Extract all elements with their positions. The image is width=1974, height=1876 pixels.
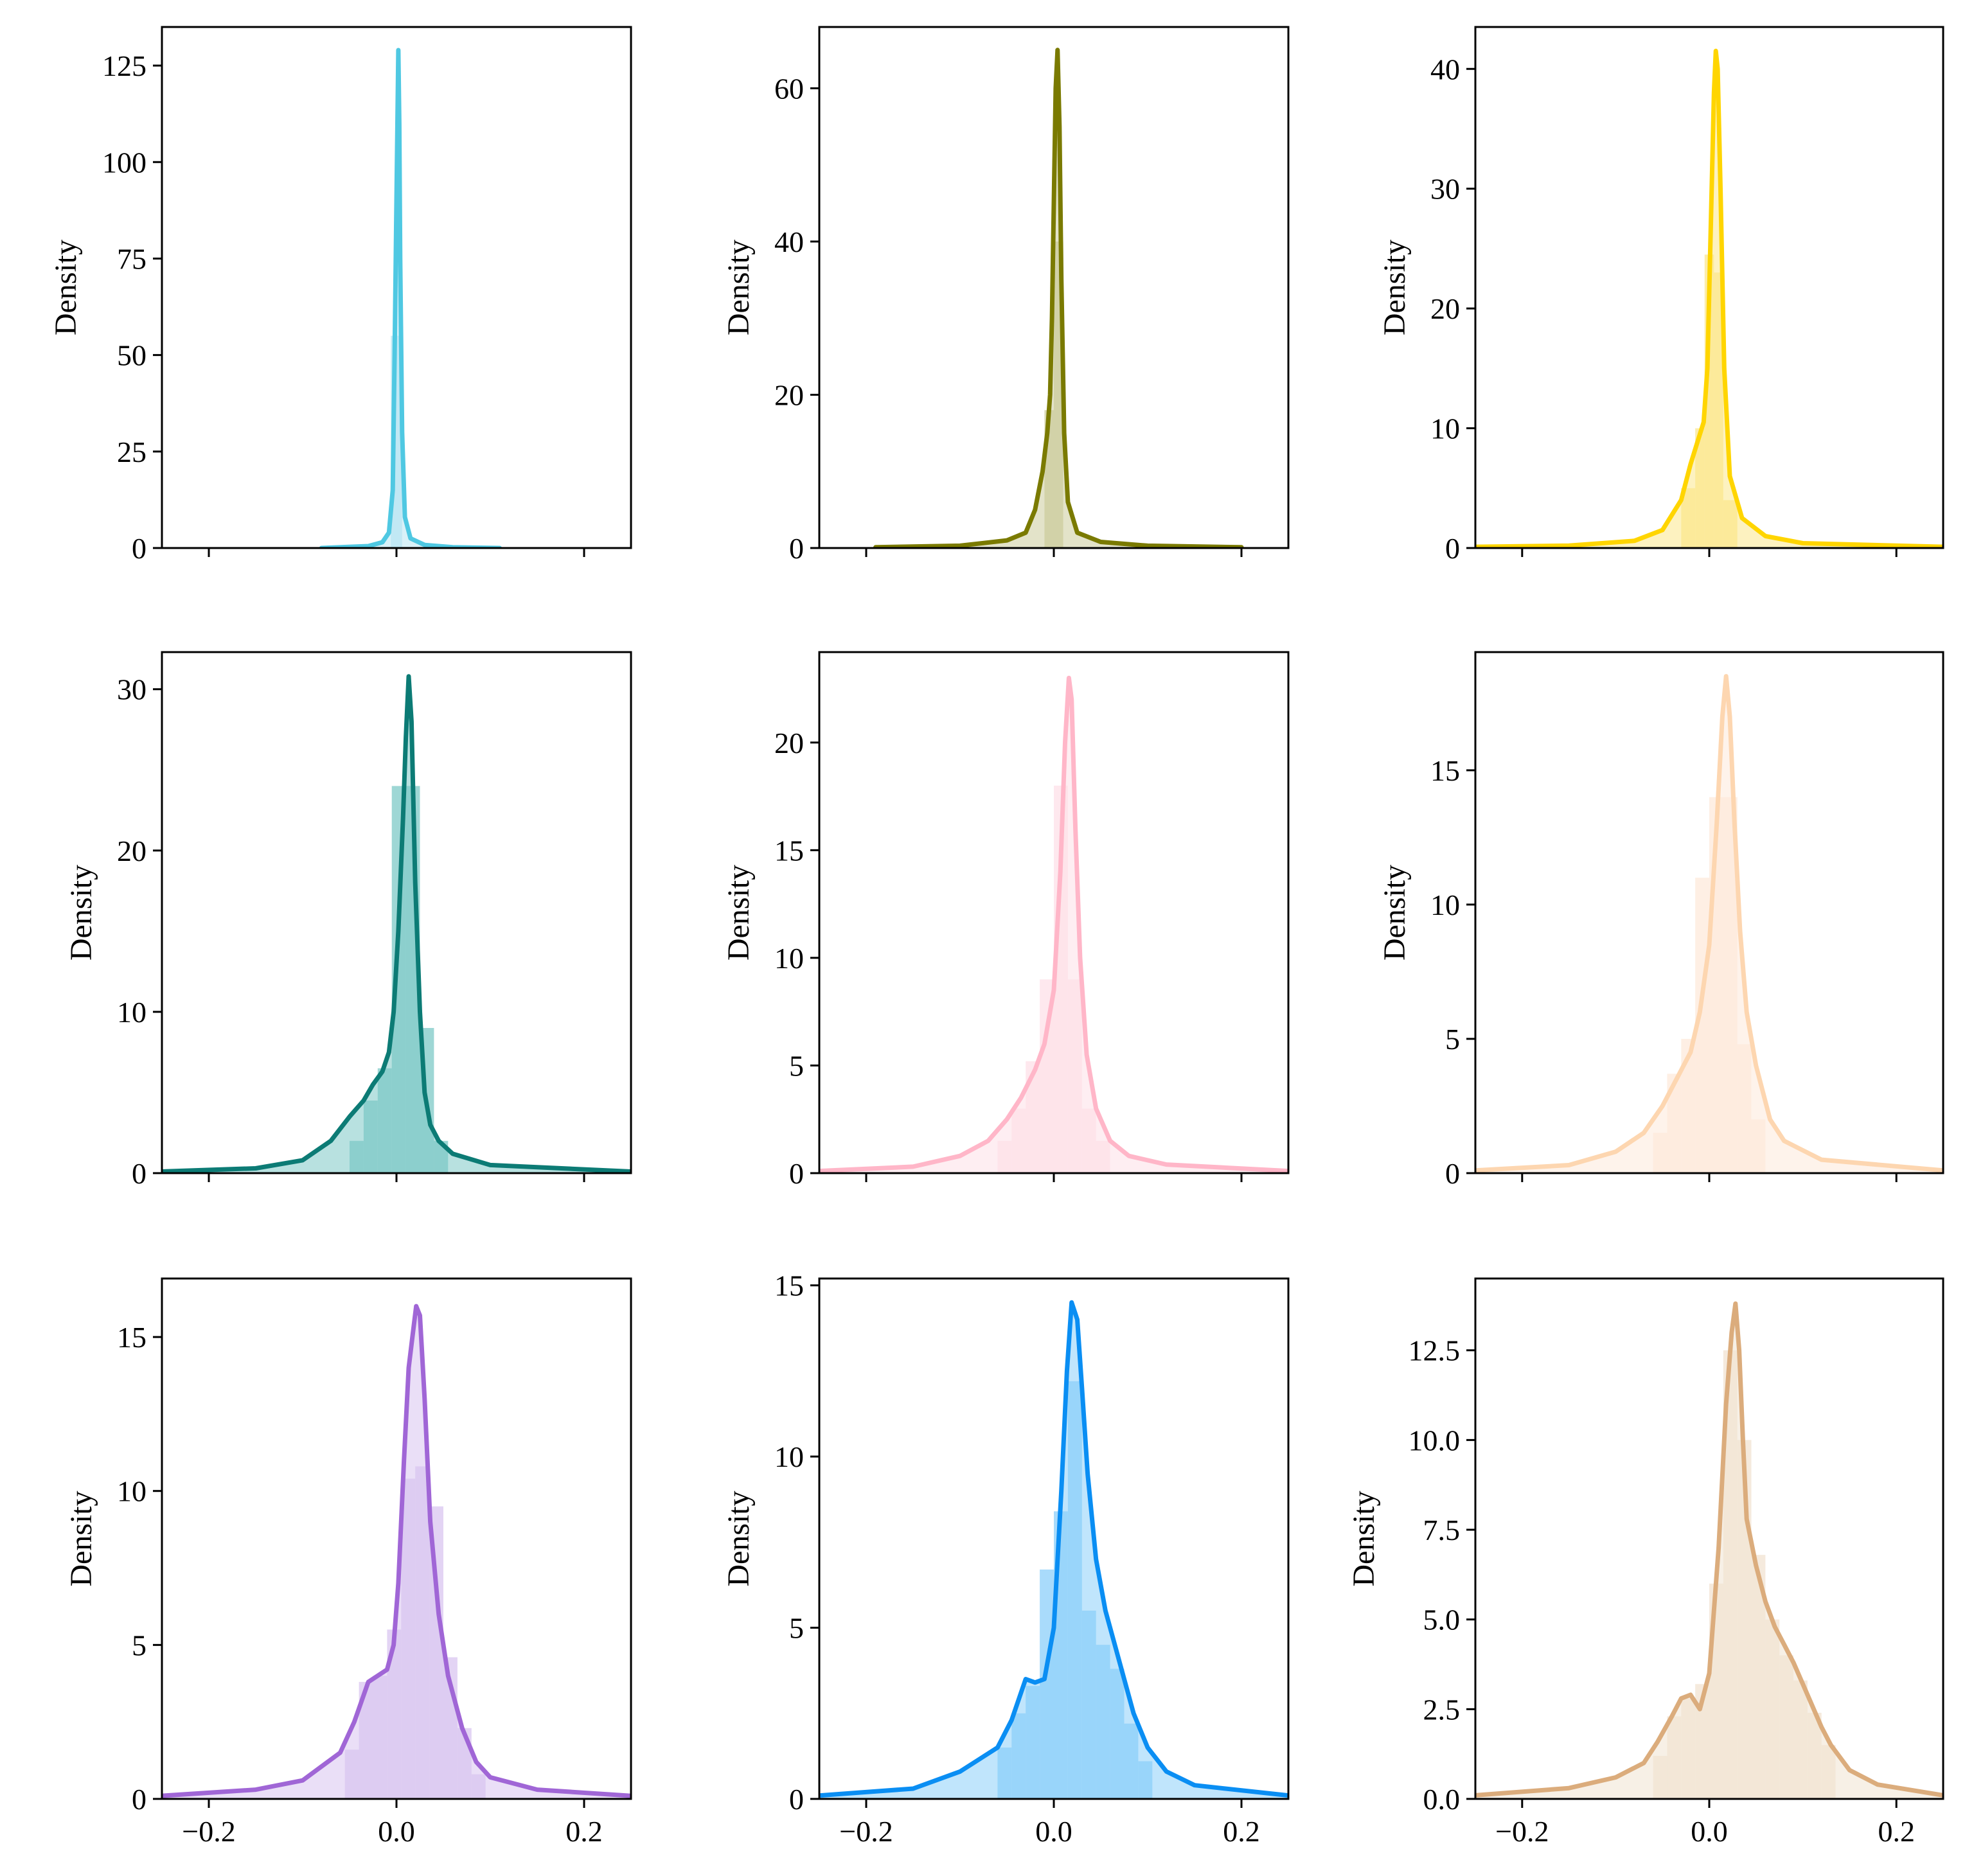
y-axis-label: Density (49, 240, 83, 335)
y-tick-label: 2.5 (1423, 1693, 1461, 1726)
plot-area (819, 675, 1288, 1173)
y-tick-label: 0 (132, 532, 147, 565)
y-tick-label: 60 (774, 72, 804, 105)
kde-area (162, 1306, 631, 1799)
y-tick-label: 40 (774, 226, 804, 258)
y-tick-label: 10 (117, 1475, 147, 1508)
y-tick-label: 10 (774, 942, 804, 975)
y-tick-label: 125 (102, 49, 147, 82)
kde-area (875, 49, 1241, 548)
y-tick-label: 0 (789, 532, 804, 565)
y-tick-label: 5 (1445, 1023, 1460, 1056)
kde-area (1475, 676, 1943, 1173)
y-tick-label: 10.0 (1409, 1424, 1461, 1456)
kde-area (1475, 1304, 1943, 1799)
y-tick-label: 10 (774, 1440, 804, 1473)
y-axis-label: Density (1378, 240, 1412, 335)
y-tick-label: 20 (774, 378, 804, 411)
y-tick-label: 5 (789, 1049, 804, 1082)
x-tick-label: −0.2 (839, 1815, 893, 1848)
y-axis-label: Density (1378, 865, 1412, 960)
x-tick-label: 0.2 (1878, 1815, 1915, 1848)
y-tick-label: 0.0 (1423, 1783, 1461, 1816)
y-tick-label: 0 (789, 1783, 804, 1816)
plot-area (162, 674, 631, 1173)
y-tick-label: 0 (1445, 532, 1460, 565)
y-tick-label: 0 (789, 1157, 804, 1190)
y-tick-label: 0 (132, 1783, 147, 1816)
x-tick-label: 0.2 (1223, 1815, 1260, 1848)
y-axis-label: Density (64, 865, 98, 960)
y-tick-label: 10 (117, 996, 147, 1029)
plot-area (162, 1304, 631, 1799)
panel-5: 0 5 10 15 20 Density (722, 651, 1290, 1190)
y-tick-label: 15 (1430, 754, 1460, 787)
kde-area (819, 678, 1288, 1173)
plot-area (873, 48, 1244, 548)
x-tick-label: 0.2 (565, 1815, 603, 1848)
kde-line (162, 674, 631, 1173)
y-tick-label: 15 (774, 1270, 804, 1302)
y-axis-label: Density (1347, 1491, 1381, 1586)
y-tick-label: 15 (117, 1321, 147, 1354)
x-tick-label: −0.2 (182, 1815, 235, 1848)
y-tick-label: 30 (1430, 173, 1460, 206)
y-tick-label: 0 (1445, 1157, 1460, 1190)
kde-line (819, 1300, 1288, 1798)
plot-area (819, 1300, 1288, 1799)
y-tick-label: 50 (117, 339, 147, 372)
kde-line (162, 1304, 631, 1798)
y-tick-label: 20 (117, 835, 147, 867)
y-axis-label: Density (64, 1491, 98, 1586)
y-tick-label: 100 (102, 146, 147, 179)
y-tick-label: 30 (117, 673, 147, 706)
y-tick-label: 5.0 (1423, 1604, 1461, 1636)
kde-line (319, 48, 502, 548)
kde-line (873, 48, 1244, 548)
y-tick-label: 20 (774, 727, 804, 759)
kde-line (1475, 48, 1943, 548)
plot-area (1475, 1301, 1943, 1799)
kde-line (1475, 1301, 1943, 1798)
x-tick-label: 0.0 (1035, 1815, 1072, 1848)
panel-2: 0 20 40 60 Density (722, 26, 1290, 565)
panel-4: 0 10 20 30 Density (64, 651, 632, 1190)
panel-3: 0 10 20 30 40 Density (1378, 26, 1944, 565)
y-tick-label: 25 (117, 436, 147, 468)
y-tick-label: 15 (774, 834, 804, 867)
y-axis-label: Density (722, 865, 756, 960)
kde-area (819, 1302, 1288, 1799)
y-tick-label: 12.5 (1409, 1334, 1461, 1367)
y-tick-label: 0 (132, 1157, 147, 1190)
kde-line (1475, 674, 1943, 1173)
panel-7: 0 5 10 15 −0.2 0.0 0.2 Density (64, 1277, 632, 1848)
y-tick-label: 40 (1430, 53, 1460, 85)
y-tick-label: 5 (789, 1612, 804, 1645)
y-tick-label: 75 (117, 242, 147, 275)
y-tick-label: 5 (132, 1629, 147, 1661)
kde-area (321, 50, 500, 548)
panel-1: 0 25 50 75 100 125 Density (49, 26, 632, 565)
y-tick-label: 10 (1430, 889, 1460, 921)
plot-area (319, 48, 502, 548)
panel-9: 0.0 2.5 5.0 7.5 10.0 12.5 −0.2 0.0 0.2 Density (1347, 1277, 1944, 1848)
y-tick-label: 7.5 (1423, 1514, 1461, 1546)
kde-area (162, 676, 631, 1173)
y-tick-label: 10 (1430, 412, 1460, 445)
plot-area (1475, 674, 1943, 1173)
panel-8: 0 5 10 15 −0.2 0.0 0.2 Density (722, 1270, 1290, 1848)
y-tick-label: 20 (1430, 292, 1460, 325)
y-axis-label: Density (722, 1491, 756, 1586)
plot-area (1475, 48, 1943, 548)
x-tick-label: 0.0 (378, 1815, 415, 1848)
x-tick-label: −0.2 (1495, 1815, 1549, 1848)
kde-line (819, 675, 1288, 1173)
y-axis-label: Density (722, 240, 756, 335)
x-tick-label: 0.0 (1691, 1815, 1728, 1848)
panel-6: 0 5 10 15 Density (1378, 651, 1944, 1190)
